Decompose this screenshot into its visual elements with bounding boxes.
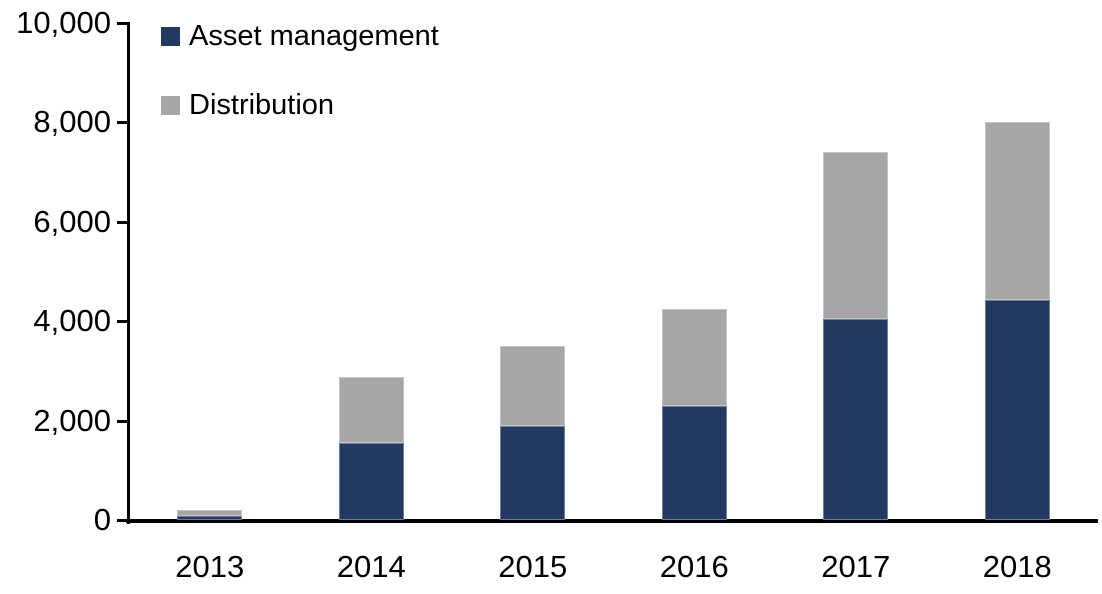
y-axis-tick-label: 10,000 (16, 5, 111, 40)
y-axis-tick-mark (117, 220, 127, 224)
bar-segment-asset-management-2017 (823, 318, 889, 520)
y-axis-line (127, 22, 130, 524)
legend-swatch-asset-management (161, 26, 180, 46)
y-axis-tick-label: 4,000 (33, 303, 111, 339)
bar-segment-asset-management-2016 (661, 405, 727, 520)
bar-segment-distribution-2013 (177, 510, 243, 516)
legend-item-distribution: Distribution (161, 87, 439, 123)
x-axis-line (126, 519, 1098, 523)
x-axis-tick-label-2015: 2015 (498, 549, 568, 584)
bar-segment-distribution-2014 (338, 376, 404, 443)
x-axis-tick-label-2014: 2014 (336, 549, 406, 584)
legend-label-distribution: Distribution (189, 89, 335, 121)
y-axis-tick-label: 0 (93, 502, 111, 537)
x-axis-tick-label-2018: 2018 (982, 549, 1052, 584)
x-axis-tick-label-2013: 2013 (175, 549, 245, 584)
bar-segment-asset-management-2013 (177, 515, 243, 520)
x-axis-tick-label-2017: 2017 (821, 549, 891, 584)
legend-item-asset-management: Asset management (161, 18, 439, 54)
bar-segment-distribution-2015 (500, 346, 566, 426)
y-axis-tick-label: 2,000 (33, 402, 111, 438)
bar-segment-distribution-2018 (984, 122, 1050, 301)
y-axis-tick-mark (117, 22, 127, 25)
bar-segment-distribution-2016 (661, 308, 727, 406)
bar-segment-distribution-2017 (823, 152, 889, 319)
bar-segment-asset-management-2015 (500, 425, 566, 520)
y-axis-tick-mark (117, 121, 127, 125)
bar-segment-asset-management-2018 (984, 300, 1050, 520)
x-axis-tick-label-2016: 2016 (659, 549, 729, 584)
y-axis-tick-mark (117, 419, 127, 423)
y-axis-tick-mark (117, 320, 127, 324)
legend-swatch-distribution (161, 95, 180, 115)
legend-label-asset-management: Asset management (189, 20, 439, 52)
y-axis-tick-label: 6,000 (33, 203, 111, 239)
y-axis-tick-mark (117, 519, 127, 522)
bar-segment-asset-management-2014 (338, 442, 404, 520)
y-axis-tick-label: 8,000 (33, 104, 111, 140)
legend: Asset management Distribution (161, 18, 439, 123)
